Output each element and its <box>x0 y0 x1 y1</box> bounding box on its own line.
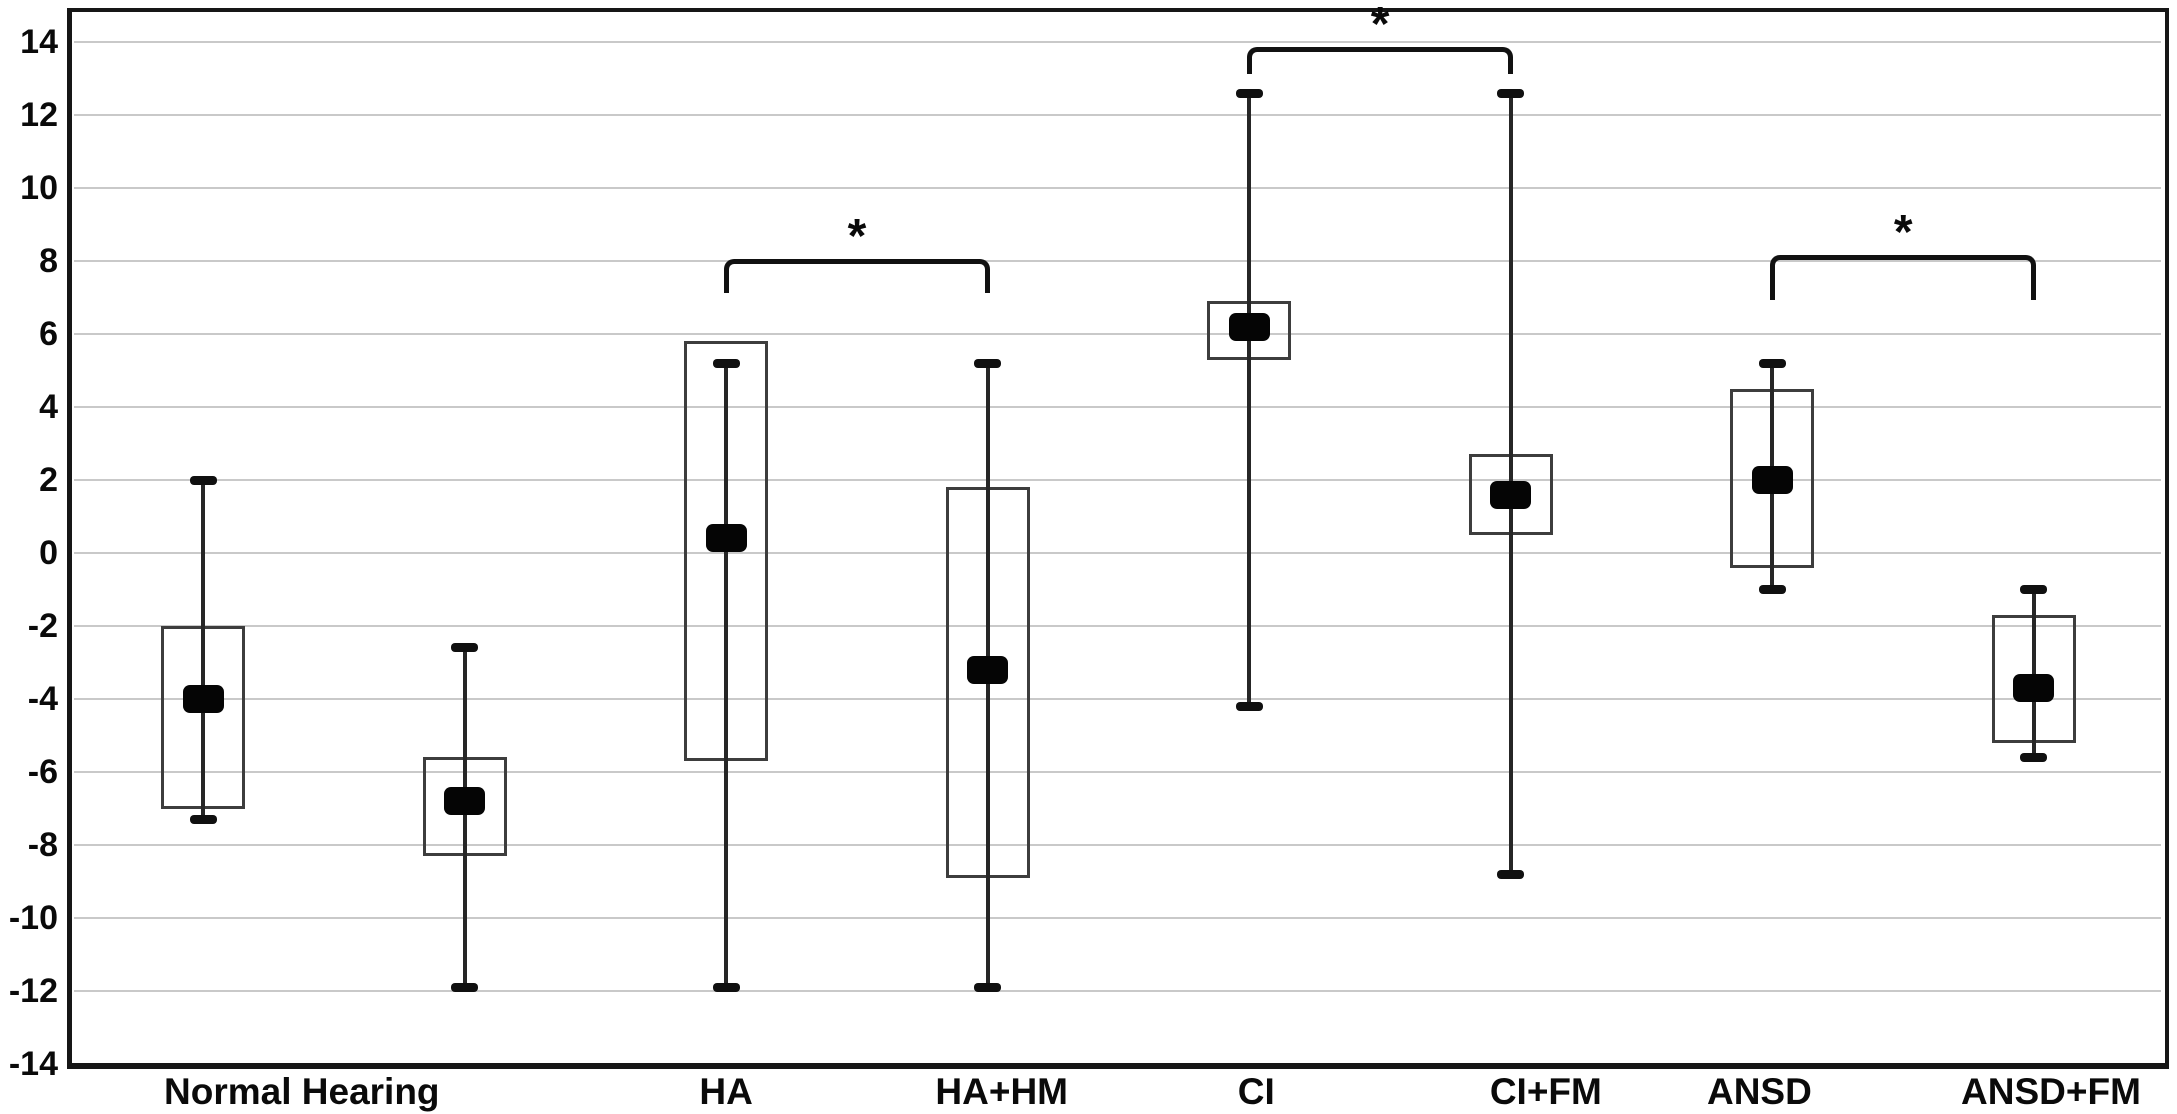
whisker-line <box>724 363 728 987</box>
whisker-cap-top <box>1759 359 1786 368</box>
y-tick-label--12: -12 <box>0 971 58 1011</box>
x-axis-label-ci: CI <box>1238 1071 1275 1113</box>
plot-area <box>67 8 2169 1069</box>
boxplot-chart: 14 12 10 8 6 4 2 0 -2 -4 -6 -8 -10 -12 -14 * * * Normal He… <box>0 0 2177 1114</box>
gridline-y--10 <box>74 917 2161 919</box>
whisker-cap-bottom <box>1236 702 1263 711</box>
whisker-cap-bottom <box>190 815 217 824</box>
y-tick-label--6: -6 <box>0 752 58 792</box>
x-axis-label-ci-fm: CI+FM <box>1490 1071 1602 1113</box>
gridline-y--2 <box>74 625 2161 627</box>
y-tick-label-8: 8 <box>0 241 58 281</box>
y-tick-label-10: 10 <box>0 168 58 208</box>
y-tick-label-12: 12 <box>0 95 58 135</box>
median-marker <box>706 524 747 552</box>
significance-bracket-1 <box>724 259 991 293</box>
whisker-cap-top <box>190 476 217 485</box>
y-tick-label--10: -10 <box>0 898 58 938</box>
whisker-cap-top <box>451 643 478 652</box>
whisker-cap-top <box>974 359 1001 368</box>
y-tick-label-14: 14 <box>0 22 58 62</box>
whisker-cap-bottom <box>974 983 1001 992</box>
gridline-y-14 <box>74 41 2161 43</box>
gridline-y--8 <box>74 844 2161 846</box>
gridline-y-12 <box>74 114 2161 116</box>
whisker-cap-bottom <box>1497 870 1524 879</box>
gridline-y--4 <box>74 698 2161 700</box>
median-marker <box>183 685 224 713</box>
whisker-cap-top <box>713 359 740 368</box>
y-tick-label--4: -4 <box>0 679 58 719</box>
x-axis-label-ansd-fm: ANSD+FM <box>1961 1071 2141 1113</box>
y-tick-label-6: 6 <box>0 314 58 354</box>
y-tick-label--14: -14 <box>0 1044 58 1084</box>
whisker-cap-bottom <box>713 983 740 992</box>
gridline-y-4 <box>74 406 2161 408</box>
gridline-y--12 <box>74 990 2161 992</box>
x-axis-label-ha-hm: HA+HM <box>935 1071 1068 1113</box>
whisker-cap-bottom <box>2020 753 2047 762</box>
y-tick-label-0: 0 <box>0 533 58 573</box>
gridline-y-10 <box>74 187 2161 189</box>
significance-asterisk-2: * <box>1371 1 1390 49</box>
median-marker <box>1752 466 1793 494</box>
median-marker <box>1229 313 1270 341</box>
median-marker <box>2013 674 2054 702</box>
y-tick-label--2: -2 <box>0 606 58 646</box>
significance-asterisk-1: * <box>848 213 867 261</box>
whisker-cap-bottom <box>451 983 478 992</box>
y-tick-label-4: 4 <box>0 387 58 427</box>
x-axis-label-normal-hearing: Normal Hearing <box>164 1071 440 1113</box>
gridline-y-2 <box>74 479 2161 481</box>
whisker-cap-top <box>2020 585 2047 594</box>
x-axis-label-ansd: ANSD <box>1707 1071 1812 1113</box>
whisker-line <box>201 480 205 819</box>
median-marker <box>1490 481 1531 509</box>
significance-bracket-3 <box>1770 255 2037 300</box>
whisker-line <box>463 648 467 987</box>
whisker-cap-top <box>1236 89 1263 98</box>
median-marker <box>967 656 1008 684</box>
gridline-y--6 <box>74 771 2161 773</box>
gridline-y-0 <box>74 552 2161 554</box>
whisker-cap-top <box>1497 89 1524 98</box>
whisker-line <box>1247 93 1251 706</box>
y-tick-label-2: 2 <box>0 460 58 500</box>
median-marker <box>444 787 485 815</box>
whisker-cap-bottom <box>1759 585 1786 594</box>
y-tick-label--8: -8 <box>0 825 58 865</box>
x-axis-label-ha: HA <box>699 1071 752 1113</box>
gridline-y-6 <box>74 333 2161 335</box>
significance-asterisk-3: * <box>1894 209 1913 257</box>
